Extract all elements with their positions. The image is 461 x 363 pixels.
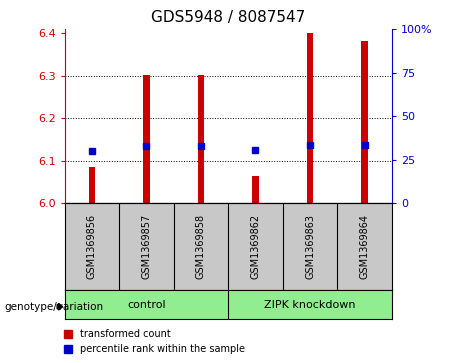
Bar: [198, 75, 204, 203]
Bar: [307, 33, 313, 203]
Bar: [89, 167, 95, 203]
Bar: [143, 75, 150, 203]
Text: genotype/variation: genotype/variation: [5, 302, 104, 312]
Text: GSM1369863: GSM1369863: [305, 214, 315, 280]
Bar: [252, 176, 259, 203]
Text: GSM1369858: GSM1369858: [196, 214, 206, 280]
Title: GDS5948 / 8087547: GDS5948 / 8087547: [151, 10, 305, 25]
Bar: [361, 41, 368, 203]
Text: control: control: [127, 300, 165, 310]
Text: GSM1369862: GSM1369862: [250, 214, 260, 280]
Text: GSM1369856: GSM1369856: [87, 214, 97, 280]
Text: GSM1369857: GSM1369857: [142, 214, 151, 280]
Text: GSM1369864: GSM1369864: [360, 214, 370, 280]
Legend: transformed count, percentile rank within the sample: transformed count, percentile rank withi…: [60, 326, 248, 358]
Text: ZIPK knockdown: ZIPK knockdown: [264, 300, 356, 310]
